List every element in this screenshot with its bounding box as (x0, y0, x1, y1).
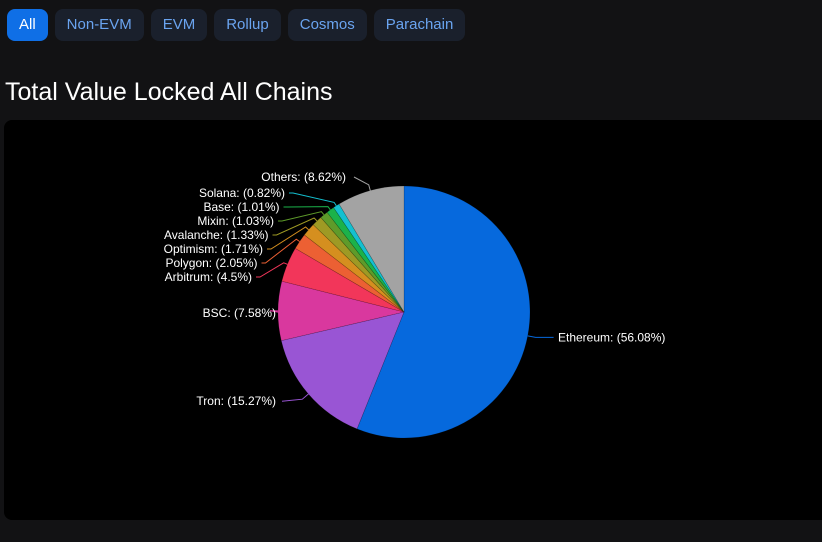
filter-rollup-button[interactable]: Rollup (214, 9, 281, 41)
filter-non-evm-button[interactable]: Non-EVM (54, 9, 144, 41)
filter-all-button[interactable]: All (7, 9, 48, 41)
pie-slice-base[interactable] (326, 207, 405, 313)
page-title: Total Value Locked All Chains (5, 78, 333, 106)
pie-leader-others (353, 176, 371, 191)
pie-leader-arbitrum (256, 262, 288, 278)
pie-label-solana: Solana: (0.82%) (199, 186, 285, 200)
pie-label-bsc: BSC: (7.58%) (203, 306, 276, 320)
pie-leader-bsc (269, 310, 283, 314)
pie-label-ethereum: Ethereum: (56.08%) (558, 330, 665, 344)
pie-leader-solana (289, 192, 337, 206)
pie-slice-tron[interactable] (280, 311, 405, 430)
pie-leader-polygon (261, 238, 300, 264)
pie-labels: Ethereum: (56.08%) Tron: (15.27%) BSC: (7.… (164, 170, 666, 408)
pie-leader-base (283, 206, 331, 211)
pie-slice-mixin[interactable] (320, 211, 405, 313)
pie-slice-bsc[interactable] (277, 280, 405, 342)
pie-label-mixin: Mixin: (1.03%) (197, 214, 274, 228)
pie-leader-lines (256, 176, 554, 402)
pie-label-avalanche: Avalanche: (1.33%) (164, 228, 269, 242)
pie-leader-ethereum (527, 335, 554, 338)
filter-parachain-button[interactable]: Parachain (373, 9, 466, 41)
pie-slices (277, 185, 531, 439)
pie-label-base: Base: (1.01%) (203, 200, 279, 214)
filter-evm-button[interactable]: EVM (150, 9, 208, 41)
tvl-pie-chart-panel: Ethereum: (56.08%) Tron: (15.27%) BSC: (7.… (4, 120, 822, 520)
tvl-pie-chart: Ethereum: (56.08%) Tron: (15.27%) BSC: (7.… (164, 170, 666, 439)
pie-label-tron: Tron: (15.27%) (196, 394, 276, 408)
filter-cosmos-button[interactable]: Cosmos (287, 9, 367, 41)
pie-leader-mixin (278, 211, 325, 222)
pie-label-others: Others: (8.62%) (261, 170, 346, 184)
pie-slice-solana[interactable] (333, 203, 405, 313)
pie-leader-tron (281, 393, 309, 402)
pie-leader-optimism (267, 226, 309, 250)
pie-label-arbitrum: Arbitrum: (4.5%) (165, 270, 252, 284)
pie-leader-avalanche (272, 217, 318, 236)
pie-label-optimism: Optimism: (1.71%) (164, 242, 263, 256)
pie-slice-avalanche[interactable] (312, 216, 405, 313)
pie-label-polygon: Polygon: (2.05%) (165, 256, 257, 270)
chain-filter-bar: All Non-EVM EVM Rollup Cosmos Parachain (7, 9, 466, 41)
